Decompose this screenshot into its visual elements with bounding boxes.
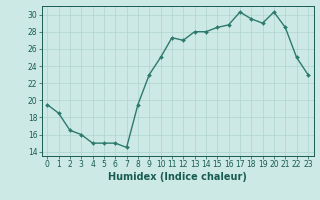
X-axis label: Humidex (Indice chaleur): Humidex (Indice chaleur) [108, 172, 247, 182]
